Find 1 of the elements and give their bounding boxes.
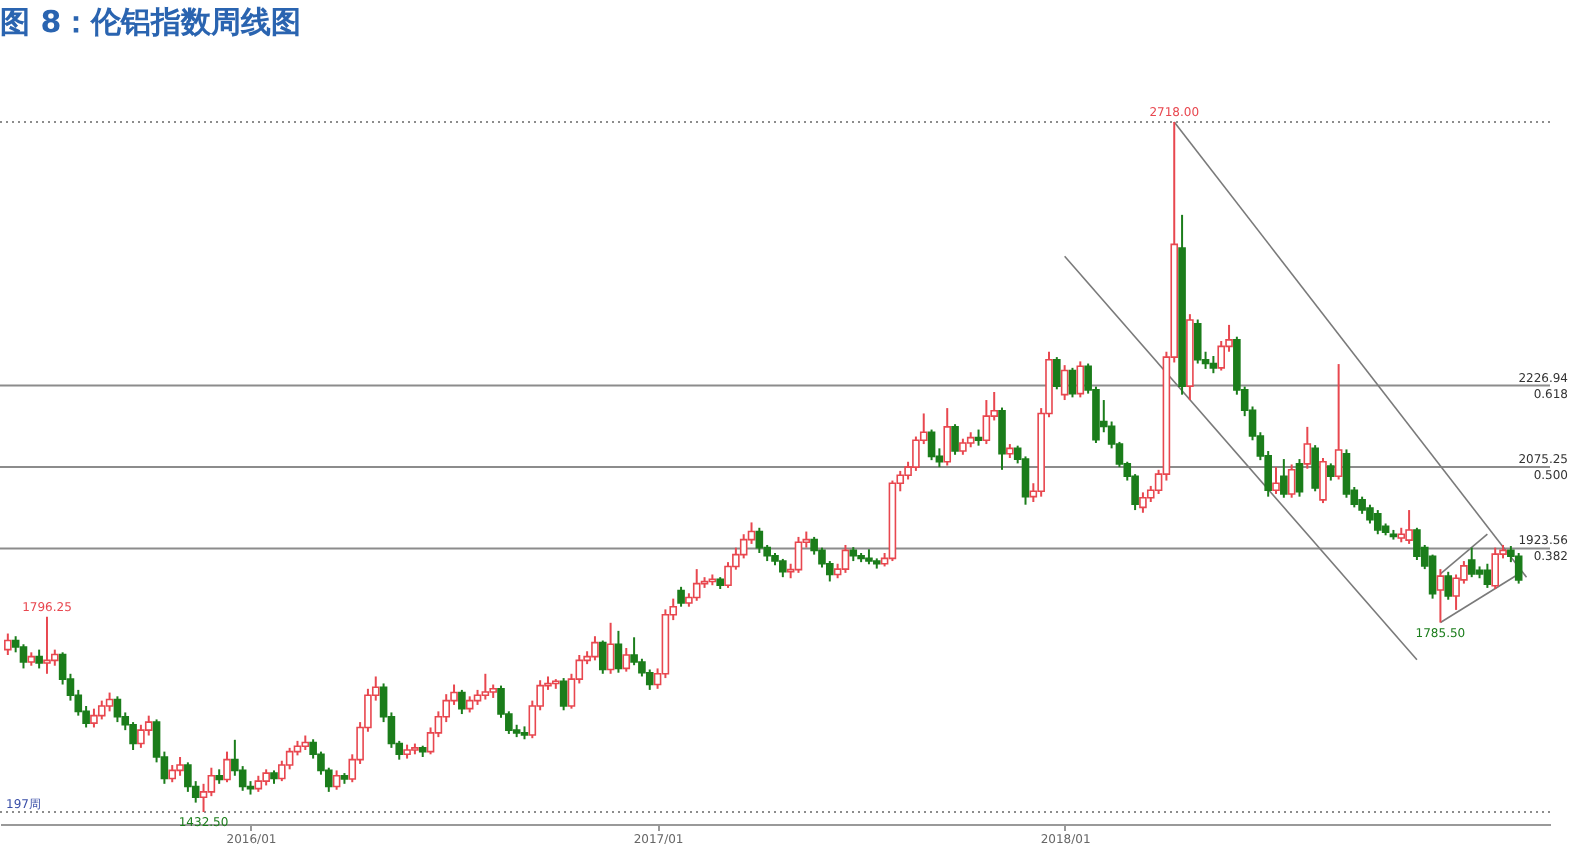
chart-title: 图 8：伦铝指数周线图: [0, 4, 302, 40]
